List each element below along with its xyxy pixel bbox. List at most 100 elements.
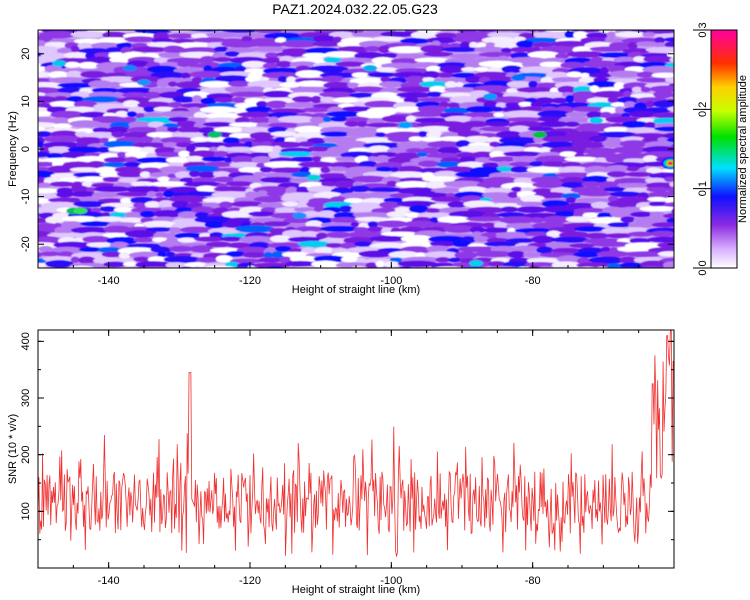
- heatmap-cell: [591, 241, 631, 247]
- heatmap-cell: [126, 126, 161, 134]
- heatmap-cell: [229, 258, 264, 264]
- heatmap-cell: [636, 71, 655, 78]
- heatmap-cell: [433, 266, 463, 268]
- heatmap-cell: [204, 161, 234, 167]
- heatmap-cell: [607, 222, 632, 228]
- heatmap-cell: [465, 105, 496, 113]
- heatmap-cell: [275, 246, 292, 252]
- heatmap-cell: [168, 195, 209, 203]
- heatmap-cell: [296, 202, 309, 209]
- heatmap-cell: [574, 197, 614, 203]
- heatmap-cell: [487, 32, 524, 38]
- heatmap-cell: [405, 148, 424, 153]
- heatmap-cell: [473, 235, 489, 243]
- heatmap-cell: [647, 191, 674, 199]
- colorbar: 0.0 0.1 0.2 0.3 Normalized spectral amplitu…: [693, 22, 749, 276]
- heatmap-cell: [253, 30, 285, 34]
- heatmap-cell: [496, 212, 527, 218]
- heatmap-cell: [43, 135, 82, 143]
- heatmap-cell: [69, 120, 102, 128]
- heatmap-cell: [673, 148, 674, 150]
- snr-panel: -140 -120 -100 -80 100 200 300 400 Height of st…: [7, 329, 675, 596]
- heatmap-cell: [530, 101, 544, 108]
- heatmap-cell: [265, 265, 285, 268]
- heatmap-cell: [256, 163, 266, 168]
- heatmap-cell: [458, 145, 497, 153]
- heatmap-cell: [500, 206, 519, 213]
- heatmap-cell: [581, 60, 621, 68]
- heatmap-cell: [318, 173, 349, 180]
- heatmap-cell: [367, 72, 397, 78]
- heatmap-cell: [38, 207, 63, 213]
- heatmap-cell: [642, 32, 656, 38]
- heatmap-cell: [662, 213, 674, 219]
- heatmap-cell: [245, 106, 273, 114]
- heatmap-cell: [78, 247, 102, 252]
- heatmap-cell: [70, 256, 80, 263]
- heatmap-cell: [262, 62, 279, 69]
- heatmap-cell: [268, 116, 280, 125]
- heatmap-cell: [478, 51, 517, 58]
- heatmap-cell: [671, 234, 674, 238]
- heatmap-cell: [455, 82, 464, 88]
- heatmap-cell: [24, 116, 37, 121]
- heatmap-cell: [496, 30, 514, 33]
- heatmap-cell: [286, 76, 297, 84]
- heatmap-cell: [394, 68, 432, 73]
- heatmap-cell: [157, 176, 171, 183]
- colorbar-gradient: [711, 30, 737, 268]
- heatmap-cell: [174, 42, 213, 49]
- heatmap-cell: [664, 76, 674, 84]
- heatmap-cell: [246, 265, 256, 268]
- heatmap-cell: [651, 72, 674, 78]
- heatmap-cell: [680, 238, 698, 244]
- heatmap-cell: [287, 236, 325, 242]
- heatmap-cell: [263, 90, 293, 98]
- heatmap-y-axis-title: Frequency (Hz): [7, 111, 19, 187]
- heatmap-cell: [240, 126, 273, 134]
- heatmap-cell: [585, 32, 611, 39]
- heatmap-cell: [583, 147, 618, 155]
- heatmap-cell: [505, 222, 537, 229]
- heatmap-cell: [396, 92, 433, 98]
- heatmap-cell: [289, 86, 329, 93]
- heatmap-cell: [136, 157, 171, 164]
- heatmap-cell: [371, 57, 395, 65]
- heatmap-cell: [311, 113, 329, 118]
- heatmap-cell: [131, 142, 169, 148]
- heatmap-cell: [196, 185, 217, 193]
- heatmap-cell: [474, 46, 506, 53]
- heatmap-cell: [600, 111, 613, 120]
- heatmap-cell: [417, 105, 449, 113]
- heatmap-cell: [239, 235, 276, 244]
- heatmap-cell: [682, 242, 692, 249]
- heatmap-cell: [619, 140, 649, 148]
- heatmap-cell: [86, 242, 114, 248]
- heatmap-cell: [234, 66, 247, 73]
- heatmap-cell: [495, 130, 523, 139]
- heatmap-cell: [629, 110, 657, 118]
- heatmap-cell: [124, 151, 150, 159]
- heatmap-cell: [185, 191, 217, 197]
- snr-y-tick-label: 400: [20, 332, 32, 350]
- heatmap-cell: [652, 112, 674, 119]
- heatmap-cell: [24, 261, 36, 266]
- heatmap-cell: [528, 91, 568, 98]
- heatmap-cell: [339, 205, 353, 213]
- heatmap-cell: [323, 57, 343, 63]
- heatmap-cell: [352, 86, 386, 93]
- heatmap-cell: [123, 261, 138, 267]
- heatmap-cell: [79, 111, 108, 118]
- heatmap-cell: [448, 257, 462, 263]
- heatmap-cell: [47, 197, 85, 203]
- heatmap-cell: [231, 155, 256, 164]
- heatmap-cell: [266, 191, 285, 197]
- heatmap-cell: [158, 186, 168, 192]
- heatmap-cell: [430, 187, 464, 193]
- heatmap-cell: [93, 216, 124, 222]
- heatmap-cell: [527, 51, 560, 59]
- heatmap-cell: [561, 193, 581, 199]
- heatmap-cell: [200, 87, 230, 95]
- heatmap-cell: [57, 87, 83, 94]
- heatmap-hotspot: [73, 207, 88, 215]
